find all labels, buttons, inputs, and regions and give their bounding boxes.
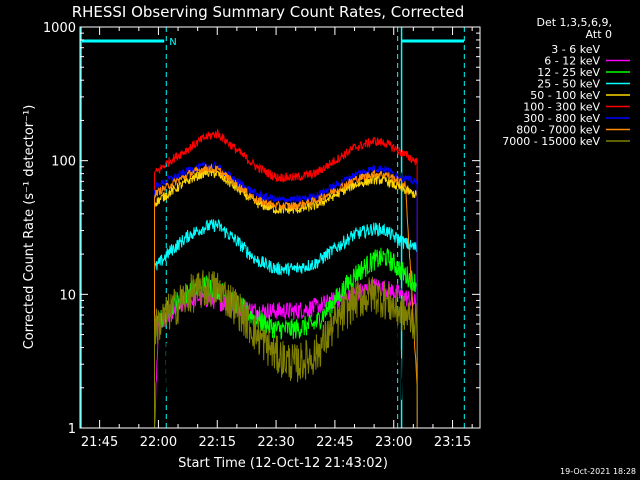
legend-entry-label: 7000 - 15000 keV [502,135,600,148]
night-bar-label: N [169,37,176,48]
legend-entry-label: 6 - 12 keV [544,55,600,68]
x-tick-label: 23:15 [434,435,471,450]
y-tick-label: 1 [68,422,76,437]
plot-area: N [79,26,481,429]
chart-title: RHESSI Observing Summary Count Rates, Co… [72,3,465,21]
series-line-2 [154,278,418,428]
legend-header-line: Att 0 [586,28,612,41]
legend-header-line: Det 1,3,5,6,9, [536,16,612,29]
series-line-5 [154,166,418,428]
legend-entry-label: 12 - 25 keV [537,66,600,79]
series-line-9 [154,270,418,428]
x-tick-label: 22:00 [140,435,177,450]
y-tick-label: 1000 [43,21,76,36]
x-axis-ticks: 21:45 22:00 22:15 22:30 22:45 23:00 23:15 [79,27,473,450]
series-line-7 [154,160,418,428]
y-tick-label: 10 [59,288,76,303]
x-tick-label: 23:00 [375,435,412,450]
legend-entry-label: 25 - 50 keV [537,78,600,91]
legend-entry-label: 800 - 7000 keV [516,124,600,137]
y-axis-ticks: 1 10 100 1000 [43,21,480,437]
plot-frame [79,26,481,429]
x-tick-label: 22:30 [257,435,294,450]
x-axis-label: Start Time (12-Oct-12 21:43:02) [178,456,388,471]
series-line-8 [154,163,418,428]
legend-entry-label: 50 - 100 keV [530,89,600,102]
x-tick-label: 22:15 [199,435,236,450]
generation-timestamp: 19-Oct-2021 18:28 [560,467,636,476]
legend-entry-label: 3 - 6 keV [551,43,600,56]
legend-entry-label: 100 - 300 keV [523,101,600,114]
legend-entry-label: 300 - 800 keV [523,112,600,125]
series-line-6 [154,128,418,428]
y-axis-label: Corrected Count Rate (s⁻¹ detector⁻¹) [22,105,37,350]
series-line-4 [154,218,418,428]
x-tick-label: 21:45 [81,435,118,450]
x-tick-label: 22:45 [316,435,353,450]
y-tick-label: 100 [51,155,76,170]
